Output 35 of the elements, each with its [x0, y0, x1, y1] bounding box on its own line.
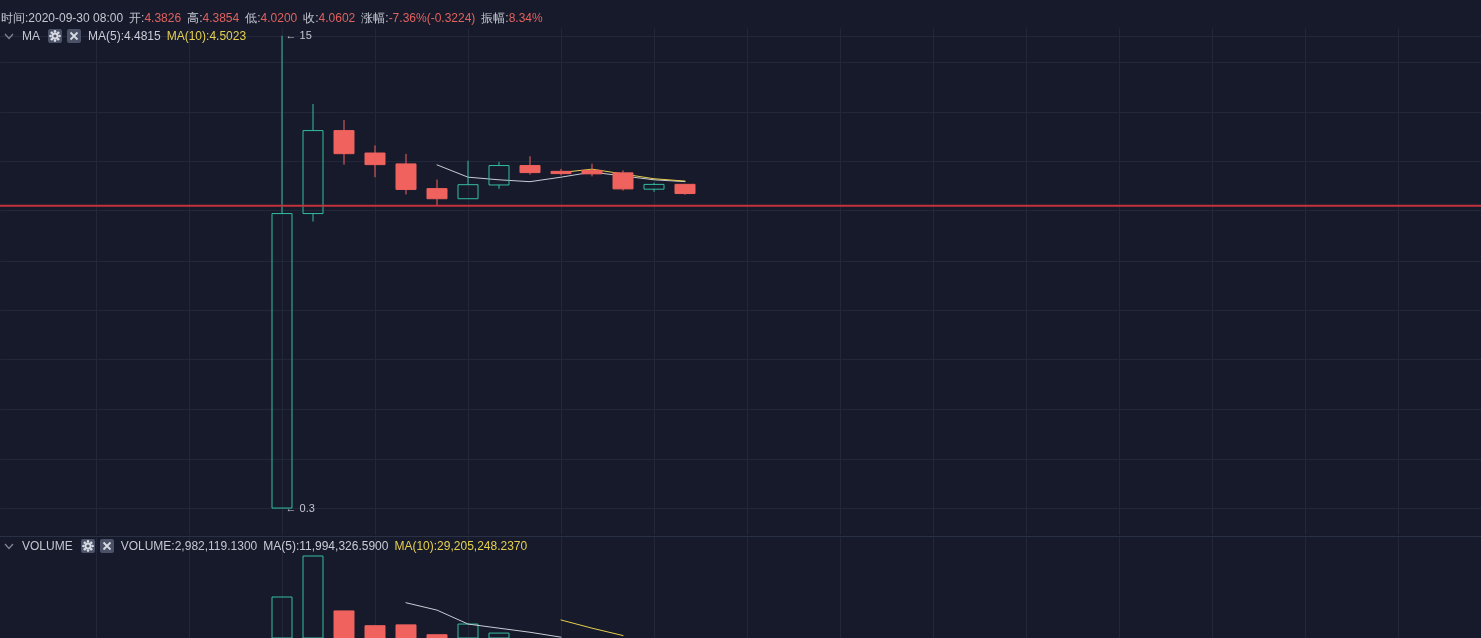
text: 低:4.0200	[245, 11, 298, 25]
chart-title: VOLUME	[22, 539, 73, 553]
bar	[395, 624, 417, 638]
y-tick-label: ← 0.3	[285, 501, 315, 514]
bar	[457, 623, 479, 638]
candlestick	[612, 169, 634, 192]
candlestick	[457, 160, 479, 200]
candlestick	[488, 161, 510, 190]
candlestick	[643, 182, 665, 193]
candlestick	[364, 144, 386, 178]
candlestick	[426, 179, 448, 206]
candlestick	[519, 155, 541, 176]
bar	[333, 610, 355, 638]
bar	[488, 632, 510, 638]
candlestick	[302, 103, 324, 223]
text: MA(10):4.5023	[166, 29, 247, 43]
legend-label: MA(5):4.4815	[88, 29, 161, 43]
text: MA(5):11,994,326.5900	[263, 539, 389, 553]
text: 时间:2020-09-30 08:00	[1, 11, 124, 25]
text: 开:4.3826	[129, 11, 182, 25]
text: 涨幅:-7.36%(-0.3224)	[361, 11, 476, 25]
bar	[302, 555, 324, 638]
text: VOLUME:2,982,119.1300	[120, 539, 258, 553]
chart-title: MA	[22, 29, 40, 43]
text: 高:4.3854	[187, 11, 240, 25]
y-tick-label: ← 15	[285, 29, 312, 42]
candlestick	[550, 168, 572, 176]
text: MA(10):29,205,248.2370	[394, 539, 528, 553]
bar	[364, 625, 386, 638]
text: 收:4.0602	[303, 11, 356, 25]
text: 振幅:8.34%	[481, 11, 543, 25]
bar	[426, 634, 448, 638]
bar	[271, 596, 293, 638]
candlestick	[333, 119, 355, 166]
candlestick	[395, 153, 417, 195]
